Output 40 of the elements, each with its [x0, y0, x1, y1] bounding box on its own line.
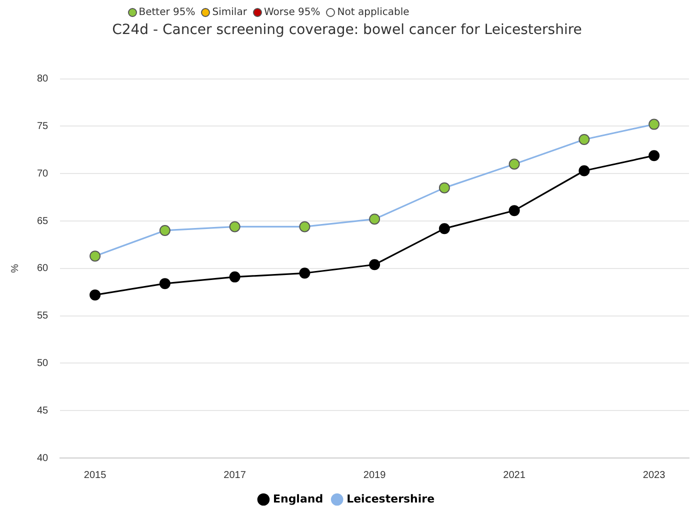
point [90, 289, 101, 300]
legend-label: Leicestershire [346, 492, 435, 506]
chart-title: C24d - Cancer screening coverage: bowel cancer for Leicestershire [112, 22, 582, 38]
point [299, 268, 310, 279]
point [648, 150, 660, 162]
point [90, 250, 101, 262]
y-tick-label: 65 [37, 216, 49, 227]
point [578, 134, 590, 145]
point [159, 278, 170, 290]
y-tick-label: 45 [37, 405, 49, 416]
x-tick-label: 2015 [84, 470, 107, 481]
y-tick-label: 70 [37, 168, 49, 180]
y-tick-label: 50 [37, 358, 49, 369]
x-tick-label: 2021 [503, 470, 526, 481]
text: Similar [212, 7, 247, 18]
point [229, 221, 240, 232]
x-tick-label: 2019 [363, 470, 386, 481]
x-tick-label: 2023 [642, 470, 666, 481]
point [229, 271, 240, 282]
point [438, 223, 450, 234]
y-tick-label: 75 [37, 120, 49, 132]
point [508, 205, 520, 216]
point [648, 118, 660, 130]
y-tick-label: 60 [37, 263, 49, 274]
text: Not applicable [337, 7, 410, 18]
y-tick-label: 80 [37, 74, 49, 85]
point [438, 182, 450, 194]
point [299, 221, 310, 232]
point [369, 214, 380, 225]
point [369, 259, 380, 270]
text: Worse 95% [264, 7, 320, 18]
y-tick-label: 55 [37, 310, 49, 322]
y-tick-label: 40 [37, 452, 49, 464]
text: Better 95% [138, 7, 196, 18]
point [578, 165, 590, 176]
y-axis-title: % [10, 264, 21, 273]
legend-label: England [272, 492, 324, 506]
point [508, 158, 520, 170]
point [159, 224, 170, 236]
x-tick-label: 2017 [224, 470, 246, 481]
